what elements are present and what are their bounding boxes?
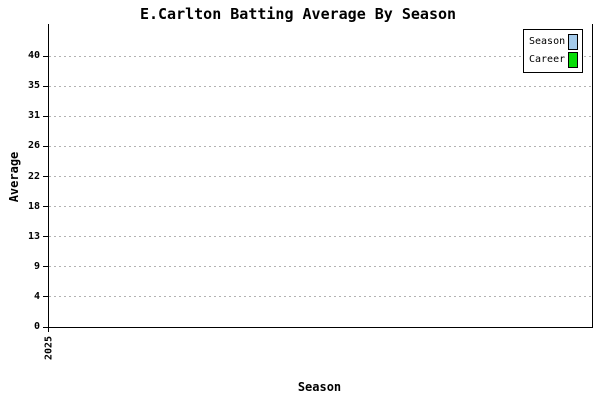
y-tick-mark-26 bbox=[43, 145, 49, 147]
y-tick-label-35: 35 bbox=[27, 80, 40, 92]
plot-area: 2025 0 4 9 13 18 22 26 31 35 40 bbox=[28, 24, 593, 360]
gridline-y-22 bbox=[49, 176, 592, 177]
gridline-y-35 bbox=[49, 85, 592, 87]
y-tick-label-0: 0 bbox=[33, 321, 40, 332]
gridline-y-9 bbox=[49, 266, 592, 268]
legend-swatch-season bbox=[568, 34, 578, 50]
y-tick-mark-4 bbox=[43, 296, 49, 298]
x-axis-title: Season bbox=[297, 380, 342, 394]
y-tick-mark-18 bbox=[43, 206, 49, 208]
gridline-y-40 bbox=[49, 55, 592, 57]
chart-title: E.Carlton Batting Average By Season bbox=[139, 5, 457, 23]
legend-label: Season bbox=[529, 36, 566, 47]
gridline-y-31 bbox=[49, 115, 592, 117]
gridline-y-13 bbox=[49, 236, 592, 238]
y-tick-mark-40 bbox=[43, 55, 49, 57]
y-tick-mark-13 bbox=[43, 236, 49, 238]
y-tick-mark-22 bbox=[43, 176, 49, 177]
legend: Season Career bbox=[523, 29, 583, 73]
y-tick-label-18: 18 bbox=[27, 200, 40, 212]
y-tick-label-13: 13 bbox=[27, 230, 40, 242]
legend-item-season: Season bbox=[529, 34, 578, 50]
y-tick-mark-35 bbox=[43, 85, 49, 87]
y-tick-label-31: 31 bbox=[27, 110, 40, 122]
gridline-y-4 bbox=[49, 296, 592, 298]
y-tick-label-26: 26 bbox=[27, 140, 40, 152]
gridline-y-26 bbox=[49, 145, 592, 147]
y-tick-label-22: 22 bbox=[27, 170, 40, 182]
y-tick-label-40: 40 bbox=[27, 50, 40, 62]
gridline-y-18 bbox=[49, 206, 592, 208]
y-tick-label-4: 4 bbox=[33, 290, 40, 302]
legend-item-career: Career bbox=[529, 52, 578, 68]
y-tick-mark-31 bbox=[43, 115, 49, 117]
y-tick-mark-9 bbox=[43, 266, 49, 268]
legend-swatch-career bbox=[568, 52, 578, 68]
legend-label: Career bbox=[529, 54, 566, 65]
y-tick-mark-0 bbox=[43, 326, 49, 328]
x-tick-mark bbox=[48, 327, 49, 332]
x-tick-label: 2025 bbox=[43, 335, 55, 361]
y-tick-label-9: 9 bbox=[33, 260, 40, 272]
